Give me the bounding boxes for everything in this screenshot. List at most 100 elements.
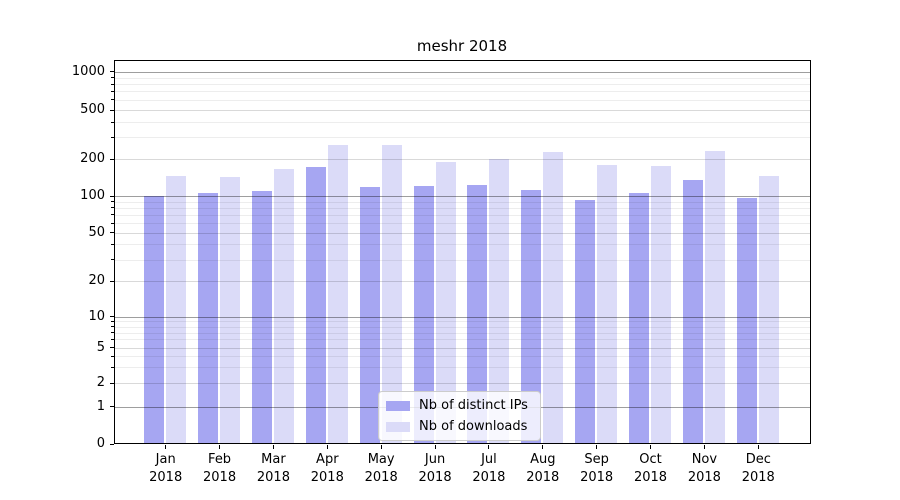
legend-swatch-icon (386, 400, 410, 411)
x-tick-mark (596, 444, 598, 449)
minor-gridline (114, 367, 810, 369)
y-minor-tick-mark (111, 207, 114, 209)
y-minor-tick-mark (111, 338, 114, 340)
bar-downloads-mar (273, 169, 294, 444)
y-tick-mark (109, 280, 114, 282)
y-minor-tick-mark (111, 77, 114, 79)
minor-gridline (114, 339, 810, 341)
x-tick-mark (757, 444, 759, 449)
legend: Nb of distinct IPs Nb of downloads (378, 391, 541, 441)
chart-title: meshr 2018 (416, 37, 508, 55)
x-tick-label: Dec 2018 (741, 452, 775, 485)
y-tick-mark (109, 109, 114, 111)
y-tick-label: 1 (96, 398, 105, 414)
bar-ips-aug (521, 190, 542, 444)
y-tick-label: 10 (88, 308, 105, 324)
x-tick-mark (488, 444, 490, 449)
bar-ips-jul (467, 185, 488, 444)
minor-gridline (114, 259, 810, 261)
bar-downloads-feb (220, 176, 241, 444)
minor-gridline (114, 84, 810, 86)
minor-gridline (114, 244, 810, 246)
gridline (114, 383, 810, 385)
legend-item: Nb of distinct IPs (386, 397, 532, 414)
x-tick-mark (703, 444, 705, 449)
x-tick-label: May 2018 (364, 452, 398, 485)
x-tick-mark (650, 444, 652, 449)
x-tick-mark (272, 444, 274, 449)
y-tick-label: 5 (96, 339, 105, 355)
bar-downloads-dec (758, 175, 779, 444)
minor-gridline (114, 321, 810, 323)
y-minor-tick-mark (111, 121, 114, 123)
bar-ips-oct (629, 193, 650, 444)
y-tick-mark (109, 158, 114, 160)
x-tick-label: Nov 2018 (687, 452, 721, 485)
x-tick-label: Jan 2018 (149, 452, 183, 485)
minor-gridline (114, 207, 810, 209)
legend-item-label: Nb of downloads (419, 419, 528, 434)
gridline (114, 196, 810, 197)
minor-gridline (114, 91, 810, 93)
legend-item-label: Nb of distinct IPs (419, 398, 528, 413)
y-tick-label: 20 (88, 273, 105, 288)
gridline (114, 281, 810, 282)
bar-ips-feb (198, 193, 219, 444)
y-minor-tick-mark (111, 222, 114, 224)
x-tick-mark (219, 444, 221, 449)
y-tick-label: 200 (80, 151, 105, 167)
minor-gridline (114, 77, 810, 79)
y-minor-tick-mark (111, 366, 114, 368)
minor-gridline (114, 214, 810, 216)
minor-gridline (114, 326, 810, 328)
x-tick-label: Apr 2018 (310, 452, 344, 485)
bar-ips-jan (144, 196, 165, 444)
bar-ips-sep (575, 199, 596, 444)
bar-downloads-oct (651, 166, 672, 444)
minor-gridline (114, 137, 810, 139)
x-tick-label: Sep 2018 (580, 452, 614, 485)
y-minor-tick-mark (111, 320, 114, 322)
legend-item: Nb of downloads (386, 418, 532, 435)
bar-ips-nov (682, 180, 703, 444)
y-minor-tick-mark (111, 326, 114, 328)
gridline (114, 159, 810, 161)
y-minor-tick-mark (111, 214, 114, 216)
x-tick-label: Feb 2018 (203, 452, 237, 485)
x-tick-mark (165, 444, 167, 449)
bar-downloads-jun (435, 161, 456, 444)
y-minor-tick-mark (111, 332, 114, 334)
y-tick-label: 1000 (71, 63, 105, 79)
y-tick-label: 500 (80, 102, 105, 117)
y-tick-label: 50 (88, 224, 105, 240)
y-tick-label: 0 (96, 436, 105, 452)
y-tick-mark (109, 347, 114, 348)
bar-ips-may (359, 187, 380, 444)
y-minor-tick-mark (111, 201, 114, 203)
y-minor-tick-mark (111, 90, 114, 92)
y-tick-label: 2 (96, 375, 105, 391)
y-tick-mark (109, 406, 114, 408)
y-tick-mark (109, 382, 114, 384)
legend-swatch-icon (386, 421, 410, 432)
plot-area: Nb of distinct IPs Nb of downloads (113, 59, 811, 445)
bar-downloads-nov (704, 150, 725, 444)
bar-downloads-aug (543, 152, 564, 444)
bar-ips-dec (736, 197, 757, 444)
y-minor-tick-mark (111, 83, 114, 85)
y-minor-tick-mark (111, 355, 114, 357)
x-tick-mark (326, 444, 328, 449)
gridline (114, 232, 810, 234)
x-tick-label: Mar 2018 (256, 452, 290, 485)
bar-downloads-sep (597, 164, 618, 444)
y-minor-tick-mark (111, 99, 114, 101)
bar-downloads-jan (166, 175, 187, 444)
minor-gridline (114, 356, 810, 358)
x-tick-mark (380, 444, 382, 449)
x-tick-mark (434, 444, 436, 449)
gridline (114, 316, 810, 318)
minor-gridline (114, 201, 810, 203)
y-tick-mark (109, 443, 114, 445)
gridline (114, 347, 810, 349)
